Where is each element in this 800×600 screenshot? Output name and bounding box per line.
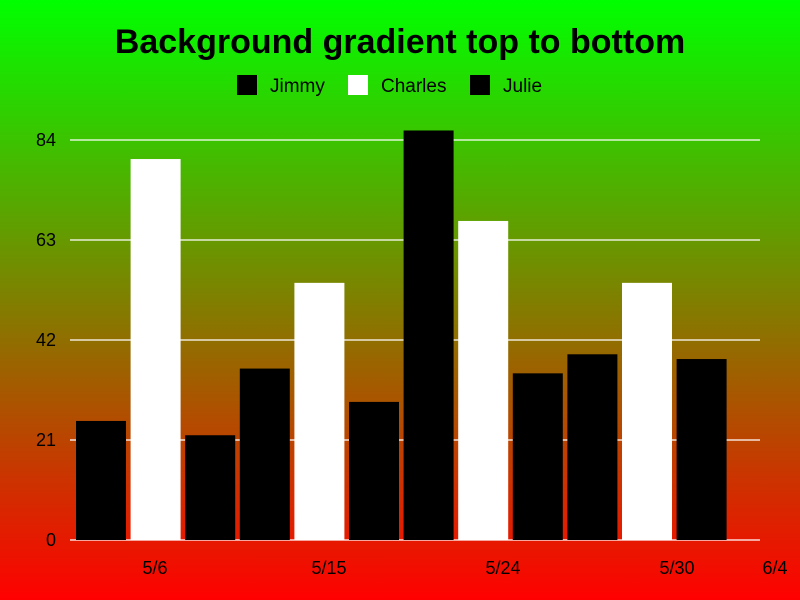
y-tick-label-84: 84 — [36, 130, 56, 150]
bar-charles-4 — [294, 282, 345, 540]
bar-jimmy-6 — [403, 130, 454, 540]
bar-charles-10 — [622, 282, 672, 540]
y-tick-label-0: 0 — [46, 530, 56, 550]
legend-label-jimmy: Jimmy — [270, 76, 325, 97]
legend-label-julie: Julie — [503, 76, 542, 97]
bar-julie-8 — [512, 373, 563, 540]
x-axis: 5/6 5/15 5/24 5/30 6/4 — [142, 558, 787, 578]
chart-title: Background gradient top to bottom — [115, 23, 685, 61]
legend-label-charles: Charles — [381, 76, 446, 97]
bar-charles-1 — [130, 159, 181, 541]
y-tick-label-21: 21 — [36, 430, 56, 450]
legend-swatch-jimmy — [237, 75, 257, 95]
bar-jimmy-3 — [239, 368, 290, 540]
bar-charles-7 — [458, 220, 509, 540]
legend-swatch-julie — [470, 75, 490, 95]
legend-swatch-charles — [348, 75, 368, 95]
bars — [76, 130, 727, 541]
y-tick-label-42: 42 — [36, 330, 56, 350]
x-tick-label-5-15: 5/15 — [311, 558, 346, 578]
bar-jimmy-0 — [76, 420, 126, 540]
x-tick-label-5-24: 5/24 — [485, 558, 520, 578]
bar-julie-5 — [349, 401, 399, 540]
legend: Jimmy Charles Julie — [237, 75, 542, 97]
bar-jimmy-9 — [567, 354, 618, 540]
bar-julie-2 — [185, 435, 236, 540]
x-tick-label-5-30: 5/30 — [659, 558, 694, 578]
x-tick-label-6-4: 6/4 — [762, 558, 787, 578]
y-tick-label-63: 63 — [36, 230, 56, 250]
x-tick-label-5-6: 5/6 — [142, 558, 167, 578]
y-axis: 0 21 42 63 84 — [36, 130, 56, 550]
bar-julie-11 — [676, 359, 727, 540]
